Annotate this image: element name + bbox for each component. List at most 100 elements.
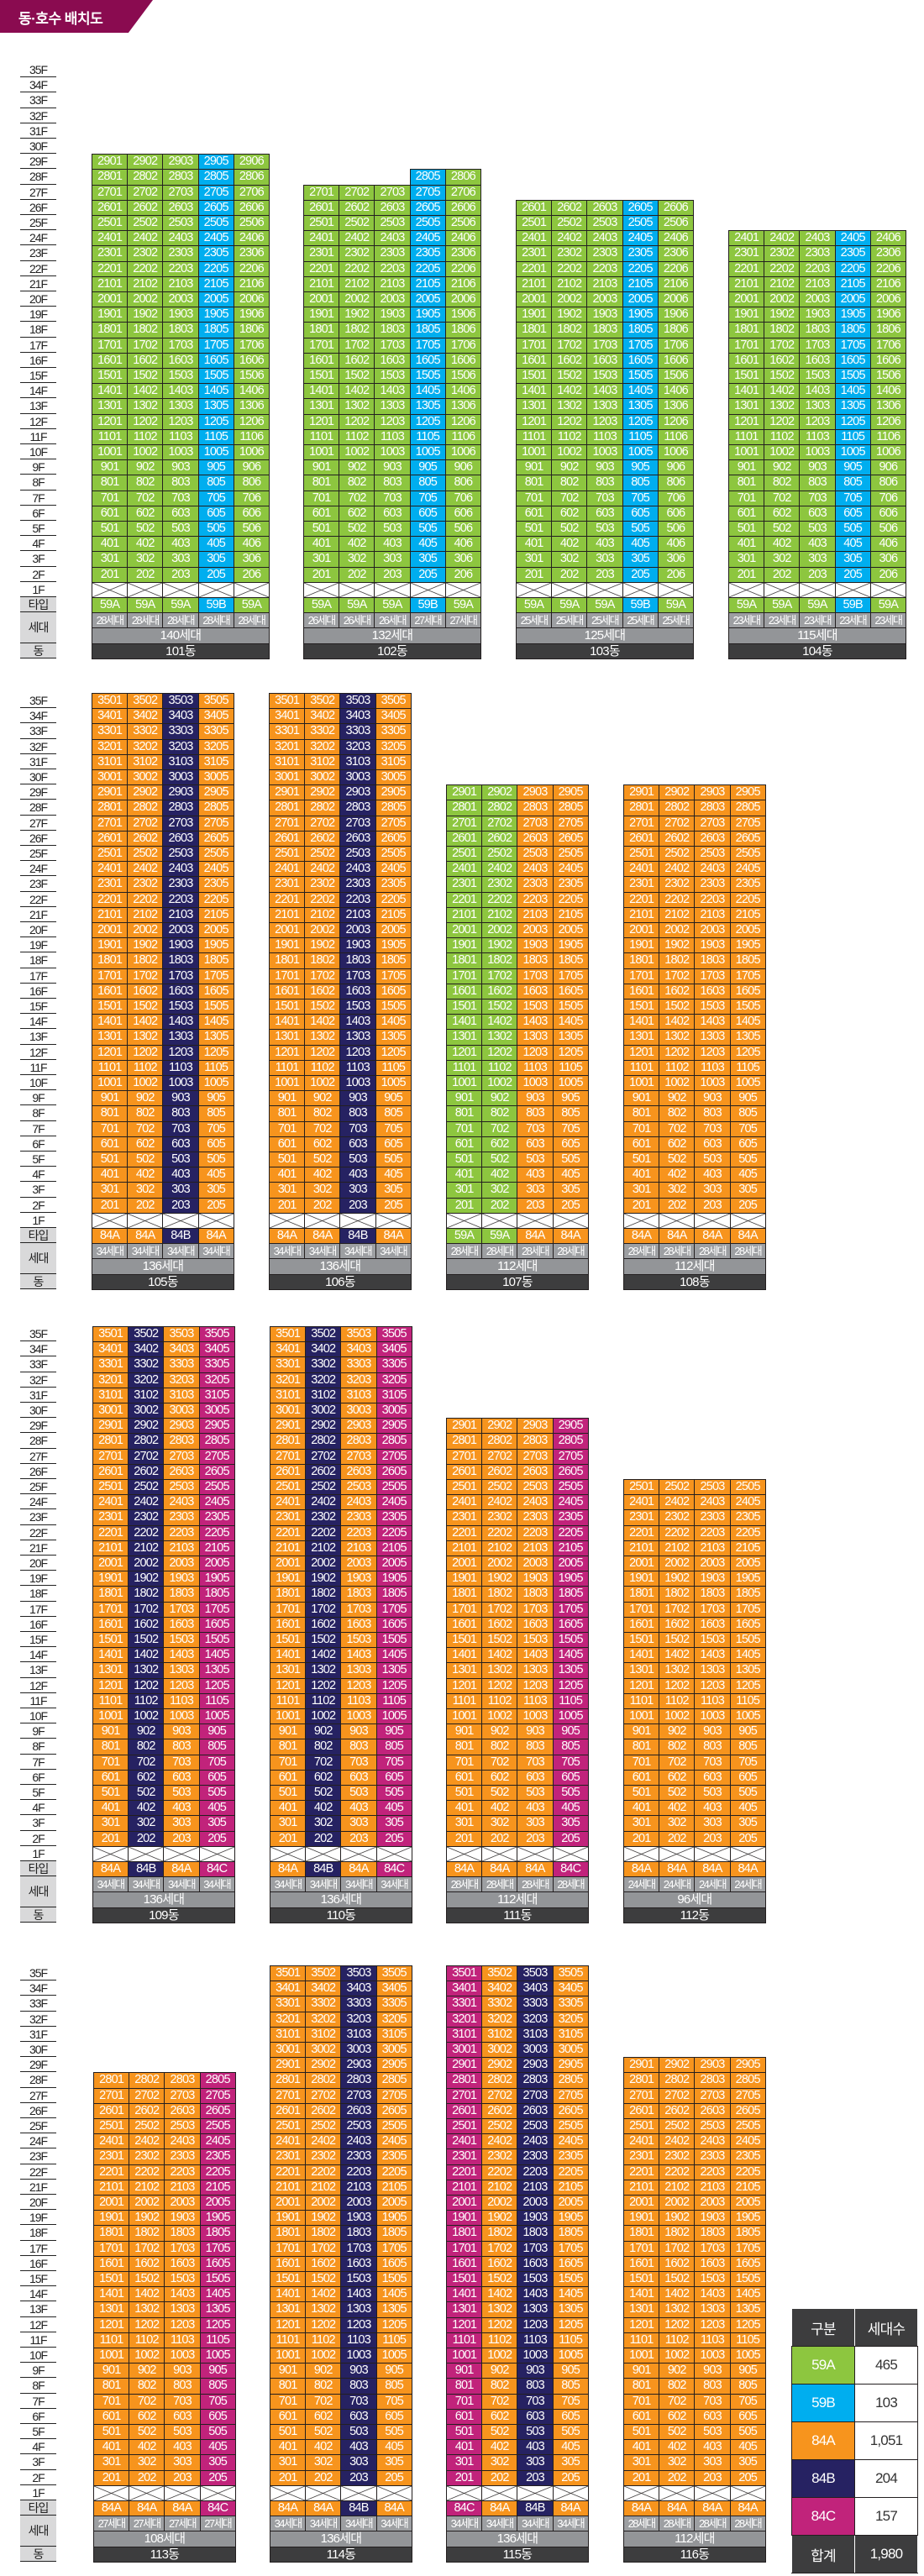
unit-cell: 805 [198, 1739, 235, 1755]
unit-cell: 1106 [869, 428, 906, 445]
no-unit-1f-cell [303, 581, 340, 598]
unit-cell: 302 [764, 551, 801, 568]
line-unit-count: 34세대 [340, 2516, 377, 2532]
unit-cell: 501 [270, 1785, 307, 1802]
unit-cell: 3303 [339, 723, 376, 740]
unit-cell: 402 [481, 1800, 518, 1817]
unit-cell: 1901 [303, 307, 340, 323]
building-unit-total: 136세대 [269, 1258, 412, 1275]
unit-cell: 1403 [163, 1647, 200, 1664]
unit-cell: 903 [694, 2363, 731, 2379]
unit-cell: 2502 [659, 846, 696, 863]
unit-cell: 3103 [339, 753, 376, 770]
unit-cell: 1206 [444, 413, 481, 430]
unit-cell: 1603 [517, 983, 554, 999]
unit-cell: 902 [481, 1723, 518, 1740]
unit-cell: 2902 [481, 2057, 518, 2074]
unit-cell: 1302 [481, 2301, 518, 2318]
unit-cell: 403 [162, 1167, 199, 1183]
unit-cell: 1201 [92, 413, 129, 430]
unit-cell: 3301 [92, 1356, 129, 1373]
unit-cell: 201 [303, 566, 340, 583]
unit-cell: 2501 [623, 1479, 660, 1496]
unit-cell: 2905 [198, 1418, 235, 1435]
unit-cell: 2103 [164, 2179, 201, 2196]
unit-cell: 1201 [93, 2316, 130, 2333]
unit-cell: 2202 [127, 891, 164, 908]
unit-cell: 3202 [128, 1372, 165, 1388]
legend-row: 84C 157 [791, 2497, 918, 2536]
unit-cell: 1702 [128, 1601, 165, 1618]
unit-cell: 1403 [339, 1014, 376, 1031]
unit-cell: 1203 [694, 2316, 731, 2333]
unit-cell: 405 [622, 536, 659, 553]
unit-cell: 1006 [869, 444, 906, 461]
unit-cell: 1602 [304, 983, 341, 999]
unit-cell: 2503 [694, 2118, 731, 2135]
unit-cell: 702 [128, 1754, 165, 1771]
unit-cell: 2101 [623, 906, 660, 923]
unit-cell: 2401 [92, 1494, 129, 1511]
unit-cell: 1901 [270, 1571, 307, 1587]
unit-cell: 1201 [623, 1044, 660, 1061]
unit-cell: 2705 [552, 1448, 589, 1465]
floor-label: 28F [20, 169, 56, 185]
unit-cell: 503 [694, 2424, 731, 2441]
unit-cell: 1101 [623, 1692, 660, 1709]
line-unit-count: 23세대 [869, 612, 906, 629]
unit-cell: 505 [375, 2424, 412, 2441]
unit-cell: 802 [305, 2378, 342, 2395]
unit-cell: 1902 [481, 937, 518, 954]
unit-type-cell: 59A [233, 597, 270, 614]
unit-cell: 1803 [517, 1586, 554, 1603]
unit-type-cell: 84A [197, 1228, 234, 1245]
unit-type-cell: 84A [729, 1861, 766, 1878]
unit-cell: 3001 [446, 2042, 483, 2059]
unit-cell: 2701 [623, 815, 660, 832]
unit-cell: 2901 [92, 154, 129, 171]
unit-cell: 3405 [197, 708, 234, 725]
unit-cell: 805 [197, 475, 234, 491]
floor-label: 25F [20, 846, 56, 862]
floor-label: 30F [20, 2042, 56, 2058]
unit-cell: 2802 [129, 2072, 165, 2089]
unit-cell: 305 [199, 2454, 236, 2471]
line-unit-count: 24세대 [729, 1876, 766, 1893]
unit-cell: 801 [92, 1105, 129, 1122]
unit-cell: 505 [198, 1785, 235, 1802]
unit-cell: 1003 [517, 1075, 554, 1092]
unit-cell: 2502 [481, 846, 518, 863]
unit-cell: 2302 [304, 876, 341, 893]
unit-cell: 2005 [198, 1556, 235, 1572]
unit-cell: 2106 [869, 275, 906, 292]
unit-cell: 2902 [127, 784, 164, 801]
unit-cell: 505 [197, 1152, 234, 1168]
unit-cell: 2703 [339, 815, 376, 832]
unit-cell: 1502 [128, 1632, 165, 1649]
unit-cell: 2702 [339, 184, 375, 201]
unit-cell: 1605 [622, 352, 659, 369]
unit-cell: 2803 [339, 800, 376, 816]
unit-cell: 2402 [659, 2133, 696, 2150]
unit-cell: 2002 [551, 291, 588, 308]
unit-cell: 1002 [128, 1708, 165, 1725]
unit-cell: 1302 [659, 1029, 696, 1046]
floor-label: 15F [20, 2271, 56, 2287]
unit-cell: 1201 [446, 2316, 483, 2333]
unit-cell: 905 [552, 2363, 589, 2379]
floor-label: 7F [20, 1121, 56, 1136]
unit-cell: 3102 [304, 753, 341, 770]
unit-cell: 1703 [517, 1601, 554, 1618]
unit-cell: 1705 [729, 968, 766, 984]
unit-cell: 302 [481, 1182, 518, 1199]
unit-cell: 706 [233, 490, 270, 506]
unit-cell: 303 [162, 551, 199, 568]
unit-cell: 1302 [304, 1029, 341, 1046]
unit-cell: 1401 [303, 383, 340, 400]
unit-cell: 1802 [659, 2225, 696, 2242]
unit-cell: 2202 [481, 1524, 518, 1541]
unit-cell: 1201 [516, 413, 553, 430]
unit-cell: 1702 [305, 2240, 342, 2257]
unit-cell: 1901 [92, 1571, 129, 1587]
unit-cell: 2805 [375, 1433, 412, 1450]
